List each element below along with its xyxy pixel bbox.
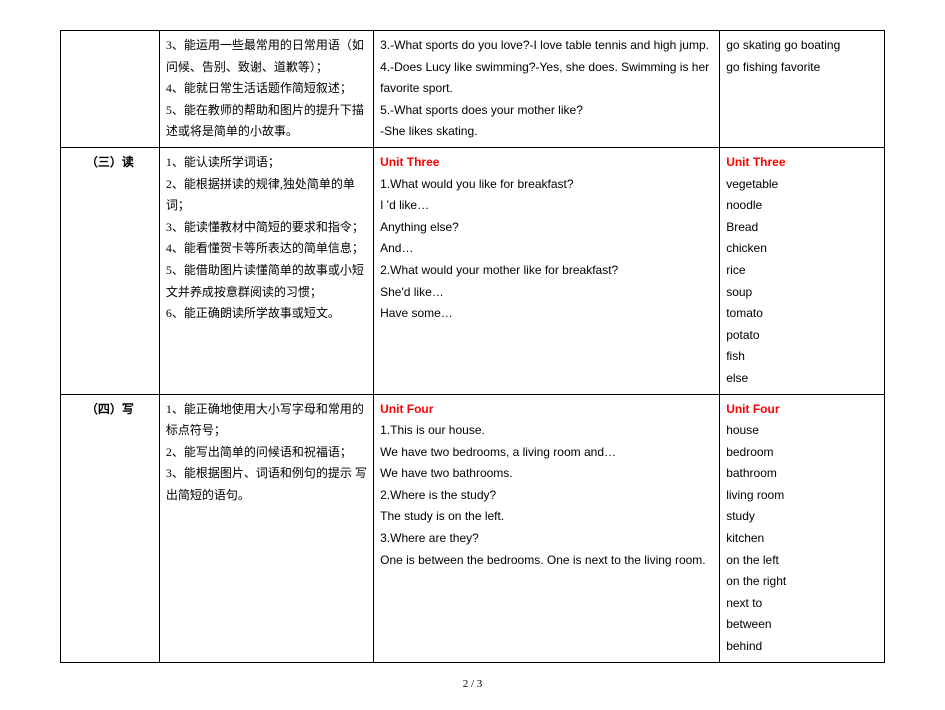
page-number: 2 / 3 xyxy=(60,678,885,690)
vocab-line: on the left xyxy=(726,550,878,572)
vocab-line: fish xyxy=(726,346,878,368)
vocab-line: study xyxy=(726,506,878,528)
vocab-line: go skating go boating xyxy=(726,35,878,57)
sentence-line: Have some… xyxy=(380,303,713,325)
vocab-line: bedroom xyxy=(726,442,878,464)
vocab-line: rice xyxy=(726,260,878,282)
objective-line: 5、能借助图片读懂简单的故事或小短文并养成按意群阅读的习惯； xyxy=(166,260,367,303)
vocab-line: else xyxy=(726,368,878,390)
section-cell xyxy=(61,31,160,148)
vocab-line: chicken xyxy=(726,238,878,260)
vocab-line: kitchen xyxy=(726,528,878,550)
sentence-line: The study is on the left. xyxy=(380,506,713,528)
objective-line: 4、能看懂贺卡等所表达的简单信息； xyxy=(166,238,367,260)
sentence-line: 1.This is our house. xyxy=(380,420,713,442)
sentences-cell: 3.-What sports do you love?-I love table… xyxy=(374,31,720,148)
table-row: 3、能运用一些最常用的日常用语（如问候、告别、致谢、道歉等）； 4、能就日常生活… xyxy=(61,31,885,148)
objectives-cell: 1、能正确地使用大小写字母和常用的标点符号； 2、能写出简单的问候语和祝福语； … xyxy=(159,394,373,662)
unit-title: Unit Four xyxy=(726,399,878,421)
objective-line: 1、能认读所学词语； xyxy=(166,152,367,174)
vocab-line: vegetable xyxy=(726,174,878,196)
sentence-line: 2.What would your mother like for breakf… xyxy=(380,260,713,282)
section-cell: （三）读 xyxy=(61,147,160,394)
objective-line: 5、能在教师的帮助和图片的提升下描述或将是简单的小故事。 xyxy=(166,100,367,143)
objective-line: 3、能运用一些最常用的日常用语（如问候、告别、致谢、道歉等）； xyxy=(166,35,367,78)
sentence-line: We have two bedrooms, a living room and… xyxy=(380,442,713,464)
sentence-line: One is between the bedrooms. One is next… xyxy=(380,550,713,572)
vocab-line: Bread xyxy=(726,217,878,239)
vocab-line: on the right xyxy=(726,571,878,593)
vocab-line: noodle xyxy=(726,195,878,217)
sentence-line: 3.-What sports do you love?-I love table… xyxy=(380,35,713,57)
vocab-line: bathroom xyxy=(726,463,878,485)
objective-line: 3、能读懂教材中简短的要求和指令； xyxy=(166,217,367,239)
vocab-line: next to xyxy=(726,593,878,615)
vocab-line: between xyxy=(726,614,878,636)
sentence-line: We have two bathrooms. xyxy=(380,463,713,485)
sentences-cell: Unit Four 1.This is our house. We have t… xyxy=(374,394,720,662)
table-row: （四）写 1、能正确地使用大小写字母和常用的标点符号； 2、能写出简单的问候语和… xyxy=(61,394,885,662)
sentences-cell: Unit Three 1.What would you like for bre… xyxy=(374,147,720,394)
sentence-line: 2.Where is the study? xyxy=(380,485,713,507)
objective-line: 1、能正确地使用大小写字母和常用的标点符号； xyxy=(166,399,367,442)
vocab-line: house xyxy=(726,420,878,442)
vocab-line: potato xyxy=(726,325,878,347)
vocab-line: living room xyxy=(726,485,878,507)
sentence-line: Anything else? xyxy=(380,217,713,239)
objectives-cell: 3、能运用一些最常用的日常用语（如问候、告别、致谢、道歉等）； 4、能就日常生活… xyxy=(159,31,373,148)
objectives-cell: 1、能认读所学词语； 2、能根据拼读的规律,独处简单的单词； 3、能读懂教材中简… xyxy=(159,147,373,394)
sentence-line: 3.Where are they? xyxy=(380,528,713,550)
vocab-line: tomato xyxy=(726,303,878,325)
sentence-line: I 'd like… xyxy=(380,195,713,217)
curriculum-table: 3、能运用一些最常用的日常用语（如问候、告别、致谢、道歉等）； 4、能就日常生活… xyxy=(60,30,885,663)
sentence-line: -She likes skating. xyxy=(380,121,713,143)
sentence-line: 1.What would you like for breakfast? xyxy=(380,174,713,196)
objective-line: 3、能根据图片、词语和例句的提示 写出简短的语句。 xyxy=(166,463,367,506)
vocab-line: behind xyxy=(726,636,878,658)
unit-title: Unit Three xyxy=(380,152,713,174)
unit-title: Unit Three xyxy=(726,152,878,174)
sentence-line: 4.-Does Lucy like swimming?-Yes, she doe… xyxy=(380,57,713,100)
sentence-line: She'd like… xyxy=(380,282,713,304)
objective-line: 6、能正确朗读所学故事或短文。 xyxy=(166,303,367,325)
objective-line: 2、能根据拼读的规律,独处简单的单词； xyxy=(166,174,367,217)
section-cell: （四）写 xyxy=(61,394,160,662)
sentence-line: 5.-What sports does your mother like? xyxy=(380,100,713,122)
vocab-cell: Unit Four house bedroom bathroom living … xyxy=(720,394,885,662)
vocab-cell: Unit Three vegetable noodle Bread chicke… xyxy=(720,147,885,394)
table-row: （三）读 1、能认读所学词语； 2、能根据拼读的规律,独处简单的单词； 3、能读… xyxy=(61,147,885,394)
vocab-line: go fishing favorite xyxy=(726,57,878,79)
vocab-line: soup xyxy=(726,282,878,304)
unit-title: Unit Four xyxy=(380,399,713,421)
vocab-cell: go skating go boating go fishing favorit… xyxy=(720,31,885,148)
sentence-line: And… xyxy=(380,238,713,260)
objective-line: 2、能写出简单的问候语和祝福语； xyxy=(166,442,367,464)
objective-line: 4、能就日常生活话题作简短叙述； xyxy=(166,78,367,100)
